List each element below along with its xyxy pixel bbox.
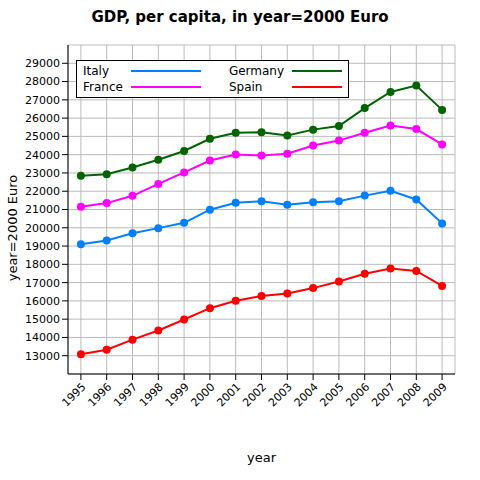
- svg-text:23000: 23000: [25, 167, 60, 180]
- svg-text:25000: 25000: [25, 130, 60, 143]
- svg-text:2006: 2006: [343, 380, 372, 409]
- html-text:year: year: [247, 450, 276, 465]
- svg-text:22000: 22000: [25, 185, 60, 198]
- svg-text:2008: 2008: [395, 380, 424, 409]
- svg-text:15000: 15000: [25, 313, 60, 326]
- html-text:Italy: Italy: [83, 64, 109, 78]
- svg-text:1998: 1998: [137, 380, 166, 409]
- svg-text:27000: 27000: [25, 94, 60, 107]
- svg-text:1997: 1997: [111, 380, 140, 409]
- svg-text:2001: 2001: [214, 380, 243, 409]
- svg-text:18000: 18000: [25, 258, 60, 271]
- svg-text:14000: 14000: [25, 331, 60, 344]
- svg-text:24000: 24000: [25, 149, 60, 162]
- html-text:year=2000 Euro: year=2000 Euro: [4, 174, 20, 282]
- svg-text:28000: 28000: [25, 75, 60, 88]
- svg-text:2004: 2004: [292, 380, 321, 409]
- svg-text:2009: 2009: [421, 380, 450, 409]
- html-text:Spain: Spain: [228, 80, 263, 94]
- svg-text:20000: 20000: [25, 222, 60, 235]
- svg-text:26000: 26000: [25, 112, 60, 125]
- html-text:France: France: [83, 80, 123, 94]
- html-text:Germany: Germany: [228, 64, 285, 78]
- svg-text:2002: 2002: [240, 380, 269, 409]
- svg-text:19000: 19000: [25, 240, 60, 253]
- svg-text:2007: 2007: [369, 380, 398, 409]
- svg-text:2005: 2005: [318, 380, 347, 409]
- svg-text:1995: 1995: [60, 380, 89, 409]
- svg-text:29000: 29000: [25, 57, 60, 70]
- svg-text:21000: 21000: [25, 203, 60, 216]
- svg-text:1996: 1996: [85, 380, 114, 409]
- svg-text:17000: 17000: [25, 277, 60, 290]
- svg-text:2000: 2000: [189, 380, 218, 409]
- svg-text:2003: 2003: [266, 380, 295, 409]
- svg-text:16000: 16000: [25, 295, 60, 308]
- svg-text:1999: 1999: [163, 380, 192, 409]
- svg-text:13000: 13000: [25, 350, 60, 363]
- html-text:GDP, per capita, in year=2000: GDP, per capita, in year=2000 Euro: [91, 8, 389, 26]
